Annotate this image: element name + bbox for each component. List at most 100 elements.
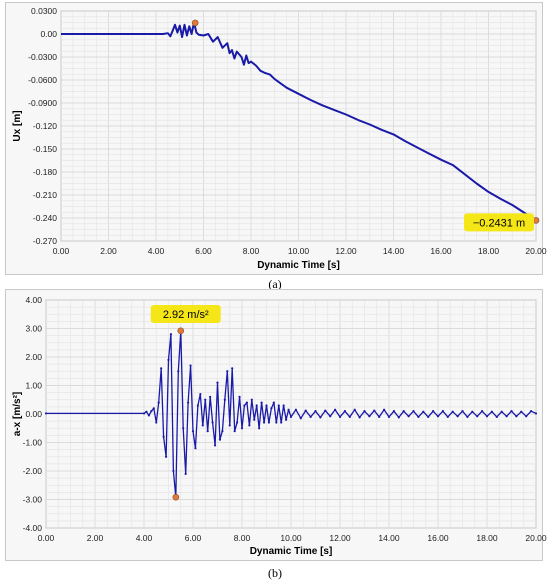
data-point xyxy=(231,367,234,370)
data-point xyxy=(187,401,190,404)
data-point xyxy=(500,410,503,413)
data-point xyxy=(184,472,187,475)
data-point xyxy=(258,427,261,430)
data-point xyxy=(206,430,209,433)
y-tick-label: 1.00 xyxy=(25,381,42,391)
data-point xyxy=(510,410,513,413)
data-point xyxy=(485,415,489,418)
data-point xyxy=(329,415,332,418)
data-point xyxy=(363,410,366,413)
y-axis-label: a-x [m/s²] xyxy=(12,392,23,436)
y-tick-label: -4.00 xyxy=(23,523,43,533)
data-point xyxy=(142,412,146,415)
x-tick-label: 16.00 xyxy=(430,246,452,256)
data-point xyxy=(368,415,371,418)
y-tick-label: 4.00 xyxy=(25,295,42,305)
data-point xyxy=(392,410,395,413)
y-axis-label: Ux [m] xyxy=(12,110,23,141)
data-point xyxy=(280,421,283,424)
x-tick-label: 16.00 xyxy=(427,533,449,543)
caption-a: (a) xyxy=(268,277,282,291)
data-point xyxy=(505,415,508,418)
data-point xyxy=(441,410,444,413)
data-point xyxy=(248,424,251,427)
data-point xyxy=(238,395,241,398)
x-tick-label: 12.00 xyxy=(335,246,357,256)
data-point xyxy=(314,410,317,413)
data-point xyxy=(407,415,410,418)
x-tick-label: 18.00 xyxy=(476,533,498,543)
y-tick-label: 0.00 xyxy=(25,409,42,419)
data-point xyxy=(216,381,219,384)
data-point xyxy=(221,430,224,433)
y-tick-label: -0.270 xyxy=(33,236,57,246)
x-tick-label: 6.00 xyxy=(185,533,202,543)
data-point xyxy=(432,410,435,413)
data-point xyxy=(309,415,312,418)
data-point xyxy=(515,415,518,418)
y-tick-label: -0.0900 xyxy=(28,98,57,108)
x-tick-label: 2.00 xyxy=(87,533,104,543)
data-point xyxy=(387,415,391,418)
data-point xyxy=(530,410,533,413)
data-point xyxy=(160,367,163,370)
data-point xyxy=(461,410,464,413)
y-tick-label: -1.00 xyxy=(23,438,43,448)
data-point xyxy=(260,401,263,404)
data-point xyxy=(343,410,346,413)
y-tick-label: -3.00 xyxy=(23,495,43,505)
x-tick-label: 4.00 xyxy=(148,246,165,256)
x-tick-label: 0.00 xyxy=(38,533,55,543)
data-point xyxy=(436,415,440,418)
x-tick-label: 10.00 xyxy=(280,533,302,543)
data-point xyxy=(378,415,381,418)
data-point xyxy=(44,412,48,415)
chart-panel-displacement: 0.00 2.00 4.00 6.00 8.00 10.00 12.00 14.00 16.00… xyxy=(5,2,547,275)
data-point xyxy=(534,412,538,415)
data-point xyxy=(233,430,236,433)
x-tick-label: 8.00 xyxy=(243,246,260,256)
y-tick-label: -2.00 xyxy=(23,466,43,476)
data-point xyxy=(324,409,327,412)
x-tick-label: 0.00 xyxy=(53,246,70,256)
data-point xyxy=(240,427,244,430)
y-tick-label: -0.240 xyxy=(33,213,57,223)
data-point xyxy=(282,404,285,407)
data-point xyxy=(191,430,195,433)
data-point xyxy=(196,404,199,407)
data-point xyxy=(147,414,150,417)
data-point xyxy=(201,424,204,427)
data-point xyxy=(223,398,226,401)
value-callout xyxy=(464,213,534,232)
x-tick-label: 18.00 xyxy=(478,246,500,256)
data-point xyxy=(162,435,165,438)
data-point xyxy=(277,404,280,407)
y-tick-label: -0.120 xyxy=(33,121,57,131)
data-point xyxy=(152,407,155,410)
x-tick-label: 4.00 xyxy=(136,533,153,543)
x-tick-label: 20.00 xyxy=(525,246,547,256)
data-point xyxy=(294,408,297,411)
data-point xyxy=(182,427,185,430)
data-point xyxy=(267,421,271,424)
x-tick-label: 2.00 xyxy=(100,246,117,256)
data-point xyxy=(525,415,528,418)
data-point xyxy=(412,410,415,413)
data-point xyxy=(253,418,256,421)
acceleration-chart: 0.00 2.00 4.00 6.00 8.00 10.00 12.00 14.00 16.00… xyxy=(12,295,547,557)
data-point xyxy=(250,398,253,401)
data-point xyxy=(262,421,266,424)
y-tick-label: 2.00 xyxy=(25,352,42,362)
caption-b: (b) xyxy=(268,566,282,580)
data-point xyxy=(490,410,493,413)
data-point xyxy=(304,409,307,412)
data-point xyxy=(471,410,474,413)
y-tick-label: 0.0300 xyxy=(31,6,57,16)
data-point xyxy=(334,408,337,411)
x-tick-label: 6.00 xyxy=(195,246,212,256)
callout-label: −0.2431 m xyxy=(473,217,525,229)
data-point xyxy=(481,410,484,413)
data-point xyxy=(422,410,425,413)
y-tick-label: -0.0300 xyxy=(28,52,57,62)
data-point xyxy=(213,444,217,447)
